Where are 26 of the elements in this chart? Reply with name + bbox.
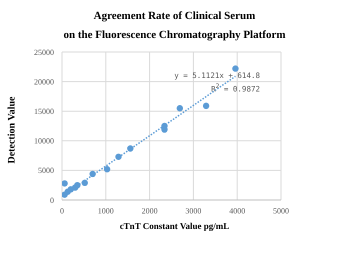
x-tick-label: 5000 bbox=[273, 206, 289, 216]
point bbox=[127, 145, 134, 152]
y-tick-label: 20000 bbox=[34, 77, 54, 86]
chart-subtitle: on the Fluorescence Chromatography Platform bbox=[62, 29, 286, 41]
x-tick-label: 0 bbox=[60, 206, 64, 216]
y-axis-title: Detection Value bbox=[6, 96, 18, 164]
x-tick-label: 1000 bbox=[98, 206, 114, 216]
point bbox=[232, 65, 239, 72]
point bbox=[89, 170, 96, 178]
y-tick-label: 15000 bbox=[34, 107, 54, 116]
point bbox=[115, 154, 122, 160]
chart-title: Agreement Rate of Clinical Serum bbox=[92, 10, 256, 22]
point bbox=[176, 105, 184, 112]
y-tick-label: 0 bbox=[50, 196, 54, 205]
point bbox=[202, 102, 210, 110]
x-tick-label: 4000 bbox=[229, 206, 246, 216]
y-tick-label: 25000 bbox=[34, 48, 54, 57]
x-tick-label: 3000 bbox=[185, 206, 202, 216]
y-tick-label: 10000 bbox=[34, 136, 54, 146]
point bbox=[82, 180, 88, 186]
x-axis-title: cTnT Constant Value pg/mL bbox=[118, 221, 230, 231]
point bbox=[74, 182, 81, 188]
x-tick-label: 2000 bbox=[142, 206, 158, 216]
point bbox=[62, 180, 68, 187]
y-tick-label: 5000 bbox=[38, 166, 54, 176]
point bbox=[104, 166, 110, 172]
